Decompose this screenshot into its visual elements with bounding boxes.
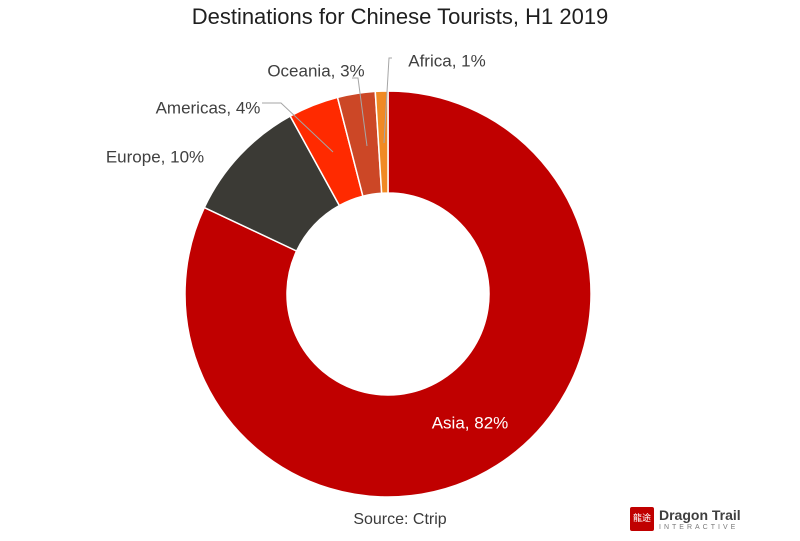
dragon-seal-icon: 龍途 (630, 507, 654, 531)
data-label-africa: Africa, 1% (408, 51, 485, 70)
data-label-asia: Asia, 82% (432, 413, 509, 432)
brand-logo: 龍途 Dragon Trail INTERACTIVE (630, 504, 741, 534)
brand-wordmark: Dragon Trail INTERACTIVE (659, 508, 741, 531)
brand-name: Dragon Trail (659, 506, 741, 523)
leader-line-africa (383, 57, 392, 144)
brand-subtitle: INTERACTIVE (659, 523, 739, 531)
slices-layer (184, 90, 592, 498)
leader-lines-layer (262, 57, 392, 153)
leader-line-americas (262, 102, 334, 153)
source-note: Source: Ctrip (353, 511, 447, 528)
slice-africa (374, 90, 389, 194)
chart-title: Destinations for Chinese Tourists, H1 20… (191, 4, 609, 29)
data-label-europe: Europe, 10% (106, 147, 204, 166)
slice-asia (184, 90, 592, 498)
data-label-americas: Americas, 4% (156, 98, 261, 117)
data-label-oceania: Oceania, 3% (267, 61, 364, 80)
leader-line-oceania (352, 77, 368, 147)
data-labels-layer: Asia, 82% Europe, 10% Americas, 4% Oceania,… (106, 51, 508, 432)
